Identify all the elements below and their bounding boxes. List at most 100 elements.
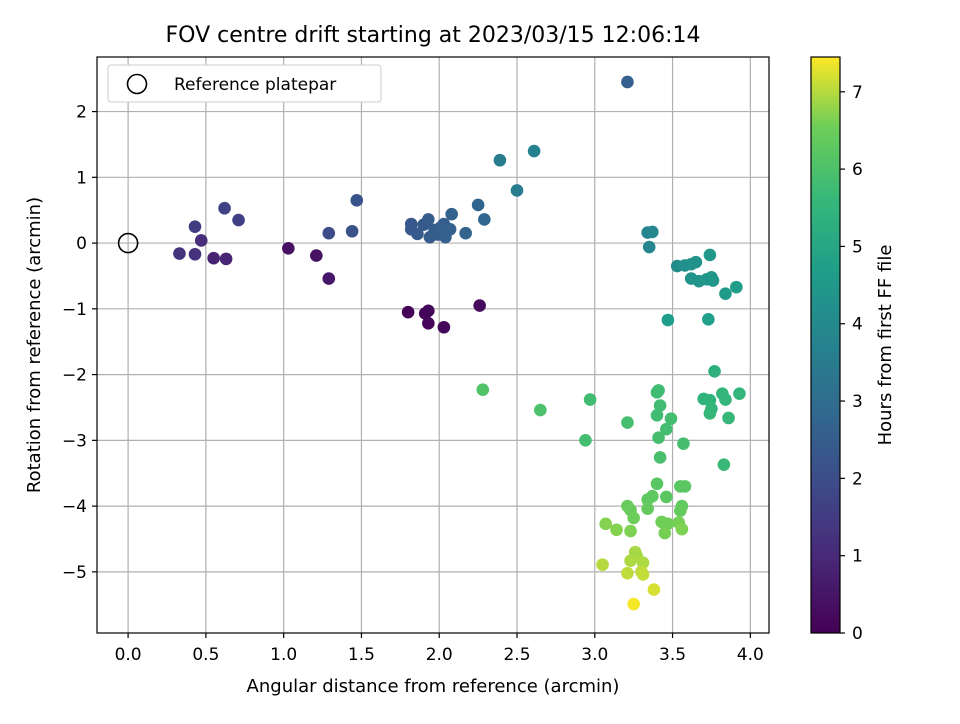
data-point [733,387,746,400]
data-point [445,207,458,221]
colorbar-tick-label: 7 [852,83,863,103]
data-point [596,558,609,571]
colorbar-tick-label: 5 [852,237,863,257]
data-point [642,240,656,254]
data-point [719,287,732,301]
data-point [674,504,687,517]
y-tick-label: 0 [76,234,87,254]
x-tick-label: 3.0 [581,645,608,665]
data-point [717,458,731,471]
x-tick-label: 2.5 [503,645,530,665]
data-point [636,568,650,581]
y-axis-label: Rotation from reference (arcmin) [24,197,45,493]
data-point [689,255,703,269]
colorbar-tick-label: 0 [852,624,863,644]
data-point [627,597,640,611]
y-tick-label: 2 [76,103,87,123]
data-point [345,224,359,238]
y-tick-label: −1 [62,300,87,320]
data-point [188,220,202,233]
y-tick-label: 1 [76,168,87,188]
data-point [527,144,541,158]
data-point [322,272,336,285]
x-tick-label: 0.0 [115,645,142,665]
data-point [708,365,721,378]
data-point [232,213,245,227]
data-point [653,399,667,412]
data-point [621,75,634,89]
data-point [677,437,690,450]
data-points [173,75,746,611]
data-point [641,502,654,516]
data-point [647,583,661,596]
data-point [660,490,673,504]
data-point [476,383,490,397]
data-point [706,274,720,287]
data-point [661,313,675,327]
colorbar-ticks: 0 1 2 3 4 5 6 7 [840,83,863,644]
data-point [652,384,665,397]
data-point [627,511,640,525]
data-point [219,252,233,266]
colorbar-tick-label: 2 [852,469,863,489]
legend: Reference platepar [107,64,382,103]
data-point [678,480,692,493]
data-point [207,251,220,265]
colorbar: 0 1 2 3 4 5 6 7 Hours from first FF file [810,56,896,644]
data-point [660,422,673,436]
data-point [675,522,689,536]
x-tick-label: 3.5 [659,645,686,665]
x-axis-ticks: 0.0 0.5 1.0 1.5 2.0 2.5 3.0 3.5 4.0 [115,633,764,665]
data-point [534,403,547,417]
data-point [646,225,659,239]
data-point [579,434,592,447]
data-point [443,222,457,236]
data-point [473,299,486,312]
legend-marker-open-circle-icon [126,73,148,95]
data-point [652,431,665,445]
data-point [624,554,637,567]
data-point [719,393,732,406]
data-point [583,393,597,406]
data-point [599,517,612,531]
y-tick-label: −4 [62,497,87,517]
colorbar-gradient [811,57,840,633]
data-point [437,320,451,334]
y-axis-ticks: 2 1 0 −1 −2 −3 −4 −5 [62,103,97,583]
data-point [310,249,323,262]
data-point [664,412,678,425]
data-point [650,409,664,422]
data-point [703,248,717,262]
data-point [422,304,435,318]
data-point [722,411,735,425]
colorbar-frame [810,56,841,634]
data-point [322,226,336,240]
y-tick-label: −2 [62,366,87,386]
y-tick-label: −3 [62,431,87,451]
data-point [730,280,743,294]
legend-entry-label: Reference platepar [174,75,336,95]
x-axis-label: Angular distance from reference (arcmin) [247,676,620,697]
data-point [510,184,524,197]
chart-title: FOV centre drift starting at 2023/03/15 … [166,23,701,48]
data-point [621,416,634,429]
data-point [459,226,472,240]
data-point [173,247,186,260]
data-point [493,153,507,167]
data-point [641,493,654,506]
x-tick-label: 4.0 [737,645,764,665]
colorbar-tick-label: 3 [852,392,863,412]
plot-area-frame [96,56,770,634]
x-tick-label: 1.0 [270,645,297,665]
x-tick-label: 2.0 [426,645,453,665]
data-point [194,234,208,247]
colorbar-tick-label: 1 [852,547,863,567]
data-point [621,566,634,580]
grid [97,57,769,633]
data-point [478,213,491,226]
colorbar-tick-label: 4 [852,315,863,335]
data-point [658,526,672,540]
data-point [702,313,715,326]
